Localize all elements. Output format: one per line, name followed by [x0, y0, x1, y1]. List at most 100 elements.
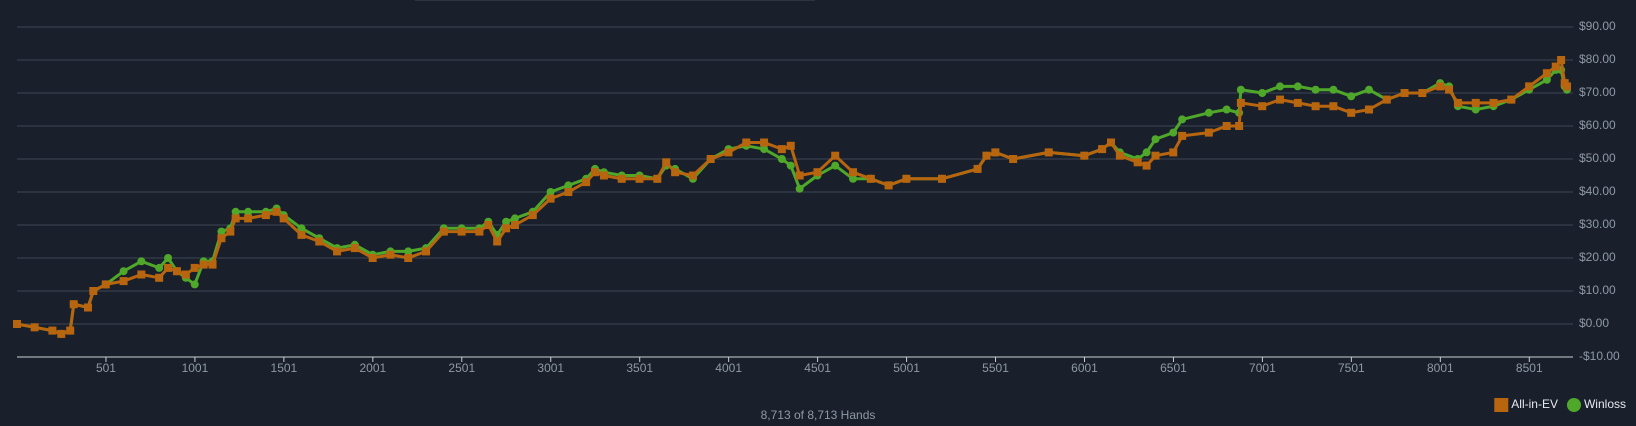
x-tick-label: 3001 — [537, 361, 564, 375]
x-tick-label: 2501 — [448, 361, 475, 375]
marker — [1151, 135, 1160, 144]
marker — [635, 174, 644, 183]
x-tick-label: 8501 — [1516, 361, 1543, 375]
marker — [333, 247, 342, 256]
marker — [137, 270, 146, 279]
marker — [493, 237, 502, 246]
marker — [662, 158, 671, 167]
marker — [181, 270, 190, 279]
marker — [1311, 85, 1320, 94]
marker — [404, 254, 413, 262]
marker — [1236, 85, 1245, 94]
marker — [1222, 122, 1231, 130]
marker — [502, 224, 511, 233]
marker — [1276, 82, 1285, 91]
marker — [89, 287, 98, 295]
marker — [231, 207, 240, 216]
y-tick-label: $80.00 — [1579, 52, 1616, 66]
marker — [404, 247, 413, 256]
legend-label[interactable]: Winloss — [1584, 397, 1626, 411]
y-tick-label: $50.00 — [1579, 151, 1616, 165]
marker — [795, 184, 804, 193]
marker — [813, 168, 822, 177]
marker — [386, 250, 395, 259]
marker — [831, 161, 840, 170]
marker — [30, 323, 39, 332]
marker — [671, 168, 680, 177]
marker — [982, 151, 991, 160]
marker — [297, 230, 306, 239]
x-tick-label: 4001 — [715, 361, 742, 375]
marker — [1115, 151, 1124, 160]
marker — [937, 174, 946, 183]
marker — [973, 164, 982, 173]
y-tick-label: $40.00 — [1579, 184, 1616, 198]
marker — [1418, 89, 1427, 97]
marker — [849, 174, 858, 183]
marker — [1276, 95, 1285, 104]
marker — [1542, 69, 1551, 78]
marker — [849, 168, 858, 177]
marker — [1133, 158, 1142, 167]
marker — [582, 178, 591, 187]
y-tick-label: $30.00 — [1579, 217, 1616, 231]
marker — [1471, 105, 1480, 114]
marker — [1329, 102, 1338, 111]
marker — [884, 181, 893, 190]
marker — [1293, 82, 1302, 91]
marker — [760, 138, 769, 147]
legend-label[interactable]: All-in-EV — [1511, 397, 1558, 411]
marker — [208, 260, 217, 269]
marker — [1445, 85, 1454, 94]
marker — [155, 263, 164, 272]
marker — [688, 171, 697, 180]
marker — [1235, 122, 1244, 130]
y-tick-label: $20.00 — [1579, 250, 1616, 264]
x-tick-label: 7001 — [1249, 361, 1276, 375]
marker — [866, 174, 875, 183]
marker — [1204, 128, 1213, 137]
marker — [226, 227, 235, 236]
marker — [1098, 145, 1107, 154]
marker — [83, 303, 92, 312]
marker — [599, 171, 608, 180]
marker — [546, 188, 555, 196]
marker — [1142, 161, 1151, 170]
marker — [261, 211, 270, 220]
marker — [502, 217, 511, 226]
marker — [137, 257, 146, 266]
marker — [591, 168, 600, 177]
x-tick-label: 501 — [96, 361, 116, 375]
marker — [190, 263, 199, 272]
marker — [368, 254, 377, 262]
marker — [786, 161, 795, 170]
marker — [564, 188, 573, 196]
marker — [172, 267, 181, 276]
marker — [457, 227, 466, 236]
marker — [164, 254, 173, 262]
marker — [795, 171, 804, 180]
marker — [528, 211, 537, 220]
series-line — [16, 58, 1569, 336]
marker — [1347, 108, 1356, 117]
marker — [653, 174, 662, 183]
marker — [1382, 95, 1391, 104]
marker — [48, 326, 57, 335]
marker — [777, 145, 786, 154]
marker — [706, 155, 715, 163]
x-tick-label: 6501 — [1160, 361, 1187, 375]
marker — [69, 300, 78, 309]
marker — [199, 260, 208, 269]
x-tick-label: 5001 — [893, 361, 920, 375]
legend-marker — [1566, 398, 1581, 412]
y-tick-label: $0.00 — [1579, 316, 1609, 330]
marker — [1542, 75, 1551, 84]
marker — [1347, 92, 1356, 101]
marker — [991, 148, 1000, 157]
marker — [1453, 98, 1462, 107]
marker — [272, 207, 281, 216]
marker — [1080, 151, 1089, 160]
marker — [1169, 128, 1178, 137]
marker — [1311, 102, 1320, 111]
